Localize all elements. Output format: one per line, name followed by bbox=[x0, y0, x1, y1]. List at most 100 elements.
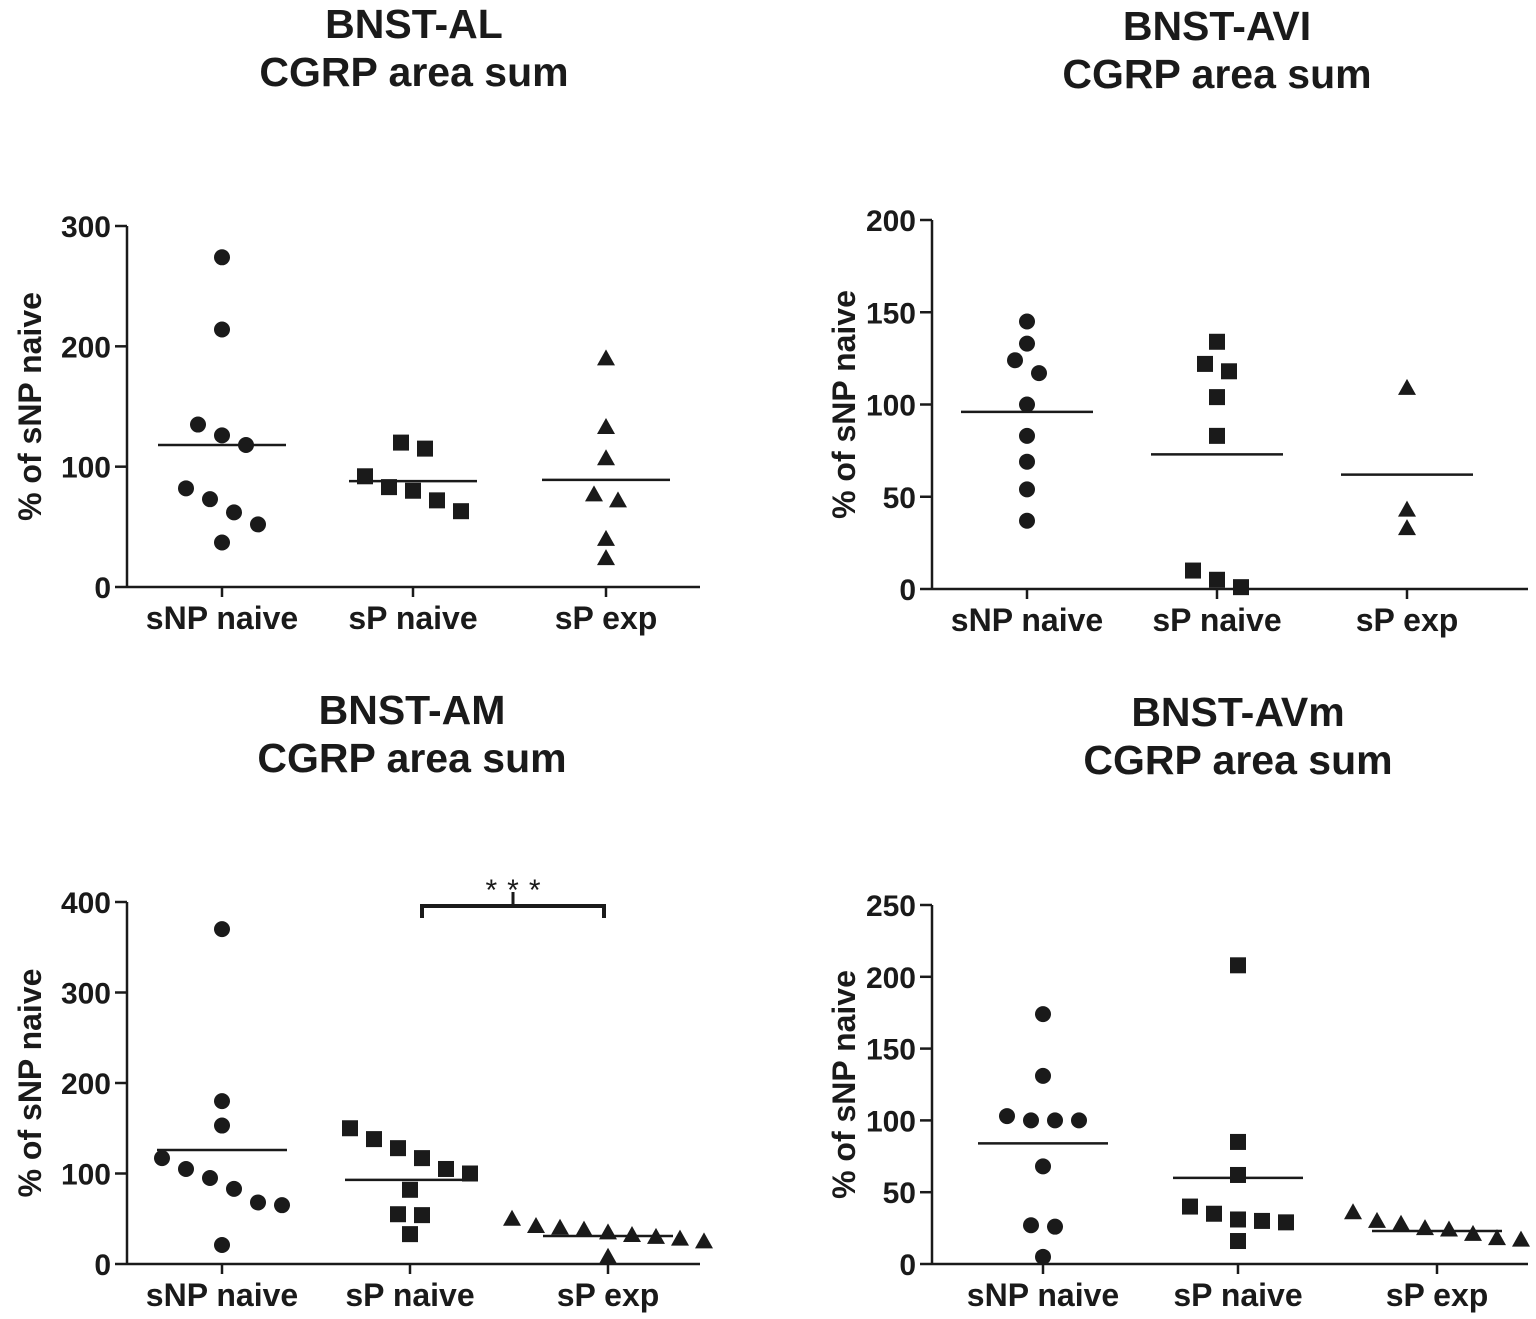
y-axis-label: % of sNP naive bbox=[826, 970, 862, 1199]
x-tick-label: sNP naive bbox=[967, 1277, 1119, 1313]
data-point-triangle bbox=[527, 1216, 545, 1233]
data-point-square bbox=[1221, 363, 1237, 380]
data-point-square bbox=[438, 1160, 454, 1177]
title-line2: CGRP area sum bbox=[1083, 737, 1393, 783]
data-point-circle bbox=[214, 1093, 230, 1110]
data-point-square bbox=[1233, 579, 1249, 596]
data-point-square bbox=[1230, 1166, 1246, 1183]
data-point-square bbox=[393, 434, 409, 451]
data-point-square bbox=[462, 1165, 478, 1182]
data-point-circle bbox=[202, 1170, 218, 1187]
panel-title-bnst-avm: BNST-AVm CGRP area sum bbox=[1038, 688, 1438, 784]
data-point-square bbox=[1206, 1205, 1222, 1222]
data-point-triangle bbox=[597, 449, 615, 466]
data-point-square bbox=[1230, 957, 1246, 974]
data-point-triangle bbox=[1398, 519, 1416, 536]
data-point-square bbox=[1182, 1198, 1198, 1215]
data-point-circle bbox=[1047, 1112, 1063, 1129]
data-point-square bbox=[402, 1226, 418, 1243]
data-point-triangle bbox=[597, 549, 615, 566]
data-point-circle bbox=[1019, 427, 1035, 444]
y-tick-label: 0 bbox=[899, 574, 916, 607]
data-point-square bbox=[402, 1181, 418, 1198]
data-point-circle bbox=[1019, 453, 1035, 470]
data-point-triangle bbox=[623, 1226, 641, 1243]
data-point-square bbox=[1197, 355, 1213, 372]
panel-title-bnst-al: BNST-AL CGRP area sum bbox=[214, 0, 614, 96]
data-point-square bbox=[1254, 1212, 1270, 1229]
y-tick-label: 150 bbox=[866, 297, 916, 330]
data-point-triangle bbox=[503, 1209, 521, 1226]
data-point-triangle bbox=[599, 1247, 617, 1264]
data-point-circle bbox=[1023, 1217, 1039, 1234]
data-point-triangle bbox=[1398, 500, 1416, 517]
data-point-circle bbox=[214, 1117, 230, 1134]
y-tick-label: 200 bbox=[61, 1068, 111, 1101]
data-point-circle bbox=[214, 321, 230, 338]
data-point-square bbox=[1209, 333, 1225, 350]
x-tick-label: sNP naive bbox=[146, 1277, 298, 1313]
x-tick-label: sP exp bbox=[1356, 602, 1459, 638]
data-point-square bbox=[342, 1120, 358, 1137]
data-point-circle bbox=[1019, 335, 1035, 352]
x-tick-label: sP exp bbox=[557, 1277, 660, 1313]
data-point-square bbox=[405, 482, 421, 499]
data-point-triangle bbox=[1440, 1220, 1458, 1237]
data-point-square bbox=[1230, 1211, 1246, 1228]
data-point-circle bbox=[1035, 1248, 1051, 1265]
title-line2: CGRP area sum bbox=[1062, 51, 1372, 97]
data-point-circle bbox=[214, 921, 230, 938]
title-line2: CGRP area sum bbox=[259, 49, 569, 95]
title-line1: BNST-AM bbox=[318, 687, 506, 733]
title-line1: BNST-AVm bbox=[1131, 689, 1345, 735]
data-point-circle bbox=[1071, 1112, 1087, 1129]
chart-panel-bnst-avi: 0 50 100 150 200 % of sNP naive sNP naive sP na… bbox=[826, 205, 1528, 638]
y-tick-label: 0 bbox=[94, 572, 111, 605]
data-point-square bbox=[1278, 1214, 1294, 1231]
data-point-square bbox=[1230, 1233, 1246, 1250]
x-tick-label: sP exp bbox=[1386, 1277, 1489, 1313]
data-point-circle bbox=[202, 491, 218, 508]
x-tick-label: sP naive bbox=[345, 1277, 474, 1313]
y-tick-label: 200 bbox=[61, 331, 111, 364]
data-point-square bbox=[414, 1207, 430, 1224]
data-point-circle bbox=[214, 1236, 230, 1253]
data-point-square bbox=[453, 503, 469, 520]
data-point-circle bbox=[250, 1194, 266, 1211]
x-tick-label: sP naive bbox=[1173, 1277, 1302, 1313]
data-point-triangle bbox=[1344, 1203, 1362, 1220]
y-axis-label: % of sNP naive bbox=[12, 969, 48, 1198]
data-point-square bbox=[1185, 562, 1201, 579]
y-tick-label: 50 bbox=[883, 1177, 916, 1210]
data-point-triangle bbox=[597, 417, 615, 434]
data-point-triangle bbox=[1416, 1219, 1434, 1236]
data-point-circle bbox=[999, 1108, 1015, 1125]
data-point-circle bbox=[214, 534, 230, 551]
data-point-circle bbox=[1019, 481, 1035, 498]
y-tick-label: 100 bbox=[866, 1105, 916, 1138]
data-point-circle bbox=[190, 416, 206, 433]
y-tick-label: 150 bbox=[866, 1034, 916, 1067]
y-tick-label: 250 bbox=[866, 890, 916, 923]
data-point-circle bbox=[1007, 352, 1023, 369]
y-tick-label: 200 bbox=[866, 205, 916, 238]
data-point-triangle bbox=[671, 1229, 689, 1246]
y-tick-label: 100 bbox=[61, 1159, 111, 1192]
data-point-triangle bbox=[1464, 1224, 1482, 1241]
data-point-circle bbox=[226, 1180, 242, 1197]
title-line1: BNST-AVI bbox=[1122, 3, 1312, 49]
data-point-circle bbox=[1035, 1158, 1051, 1175]
y-tick-label: 400 bbox=[61, 887, 111, 920]
data-point-circle bbox=[1031, 365, 1047, 382]
y-tick-label: 100 bbox=[61, 452, 111, 485]
data-point-square bbox=[429, 492, 445, 509]
data-point-triangle bbox=[551, 1218, 569, 1235]
data-point-triangle bbox=[575, 1220, 593, 1237]
panel-title-bnst-am: BNST-AM CGRP area sum bbox=[212, 686, 612, 782]
y-axis-label: % of sNP naive bbox=[826, 290, 862, 519]
data-point-triangle bbox=[1488, 1229, 1506, 1246]
data-point-square bbox=[381, 479, 397, 496]
data-point-square bbox=[366, 1131, 382, 1148]
data-point-square bbox=[417, 440, 433, 457]
